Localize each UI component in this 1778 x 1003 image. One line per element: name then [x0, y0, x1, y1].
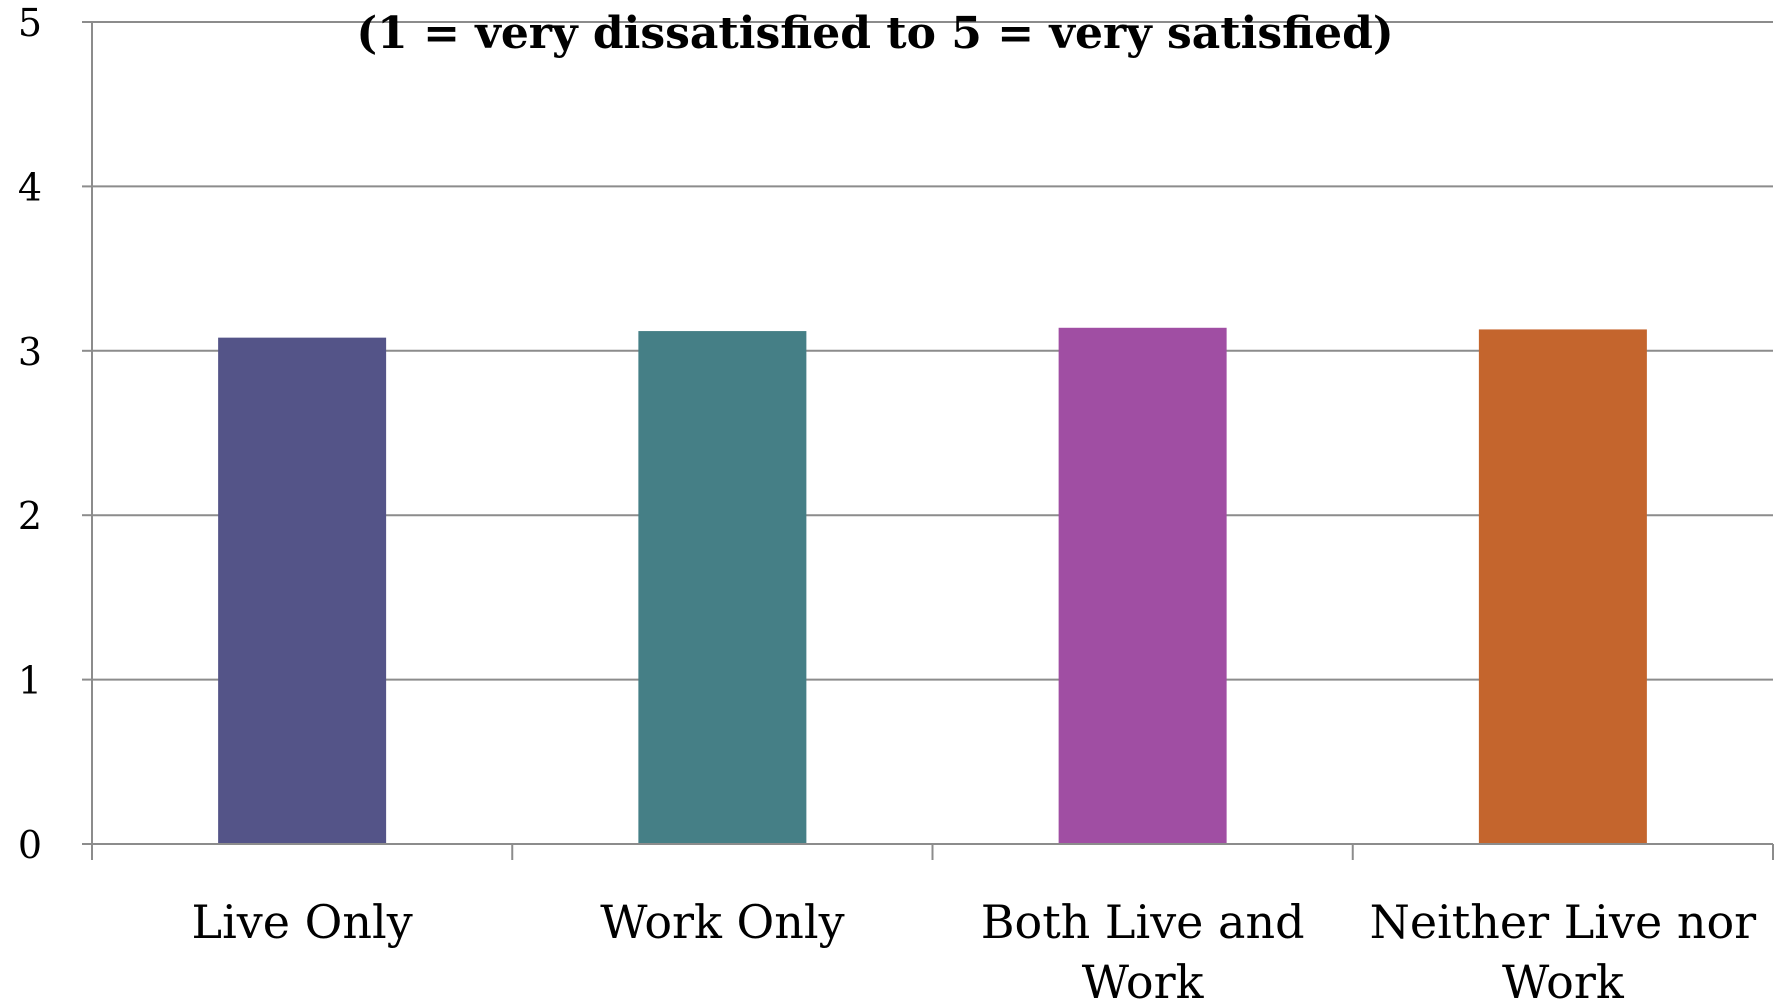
chart-subtitle: (1 = very dissatisfied to 5 = very satis…	[356, 8, 1393, 59]
y-tick-label: 1	[18, 659, 42, 703]
y-tick-label: 5	[18, 1, 42, 45]
y-tick-label: 4	[18, 165, 42, 209]
axes	[82, 21, 1774, 860]
x-tick-labels: Live Only Work Only Both Live and Work Neith…	[192, 895, 1757, 1003]
y-tick-label: 0	[18, 823, 42, 867]
y-tick-label: 3	[18, 330, 42, 374]
x-tick-label: Work	[1502, 955, 1625, 1003]
bar	[1478, 329, 1647, 845]
bar	[638, 331, 807, 844]
x-tick-label: Both Live and	[981, 895, 1305, 949]
bars	[218, 327, 1647, 845]
y-tick-label: 2	[18, 494, 42, 538]
bar	[218, 337, 387, 844]
x-tick-label: Live Only	[192, 895, 413, 949]
x-tick-label: Neither Live nor	[1370, 895, 1757, 949]
bar	[1058, 327, 1227, 844]
y-tick-labels: 0 1 2 3 4 5	[18, 1, 42, 867]
x-tick-label: Work Only	[600, 895, 844, 949]
x-tick-label: Work	[1082, 955, 1205, 1003]
